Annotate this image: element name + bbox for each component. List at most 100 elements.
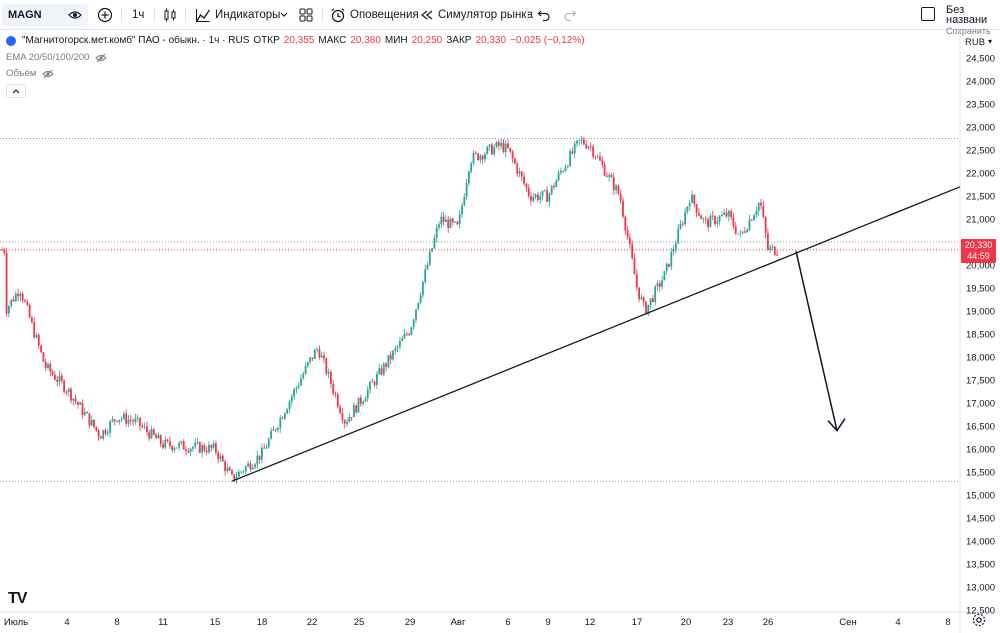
candle-body (270, 430, 272, 439)
symbol-search[interactable]: MAGN (2, 4, 88, 26)
candle-body (24, 300, 26, 302)
candle-body (320, 355, 323, 358)
candle-body (679, 223, 682, 229)
candle-body (417, 302, 420, 310)
time-axis-label: Авг (451, 617, 466, 628)
alerts-button[interactable]: Оповещения (330, 5, 419, 25)
candle-body (221, 455, 224, 462)
price-tick-label: 13,500 (966, 560, 995, 571)
high-label: МАКС (318, 35, 347, 46)
candle-body (304, 365, 307, 374)
volume-indicator-line[interactable]: Объём (6, 68, 54, 79)
candle-body (555, 180, 558, 188)
candle-body (472, 152, 475, 164)
currency-selector[interactable]: RUB (965, 37, 986, 48)
eye-icon[interactable] (68, 8, 82, 22)
candle-body (300, 378, 302, 386)
replay-button[interactable]: Симулятор рынка (420, 5, 533, 25)
candle-body (51, 371, 54, 375)
price-chart[interactable]: 24,500 24,000 23,500 23,000 22,500 22,000 21,5… (0, 31, 1000, 633)
candle-body (550, 185, 553, 194)
candle-body (589, 146, 592, 148)
candle-body (569, 151, 571, 167)
interval-button[interactable]: 1ч (132, 9, 145, 21)
candle-body (210, 444, 213, 448)
candles-icon[interactable] (162, 7, 178, 23)
candle-body (228, 467, 231, 471)
chevron-down-icon[interactable] (279, 11, 289, 19)
eye-off-icon[interactable] (95, 53, 108, 63)
candle-body (327, 371, 330, 374)
candle-body (136, 417, 139, 419)
candle-body (166, 439, 169, 441)
candle-body (376, 374, 378, 385)
gear-icon[interactable] (971, 612, 987, 628)
candle-body (267, 438, 270, 448)
candle-body (447, 219, 450, 229)
candle-body (341, 412, 344, 421)
candle-body (56, 379, 59, 382)
candle-body (725, 212, 728, 217)
collapse-legend-button[interactable] (6, 84, 26, 98)
layout-checkbox[interactable] (921, 7, 935, 21)
price-tick-label: 17,000 (966, 399, 995, 410)
candle-body (389, 355, 392, 360)
eye-off-icon[interactable] (42, 69, 54, 79)
candle-body (675, 243, 677, 250)
undo-icon[interactable] (537, 8, 551, 22)
candle-body (129, 419, 132, 421)
indicators-button[interactable]: Индикаторы (195, 5, 280, 25)
candle-body (281, 417, 284, 419)
candle-body (318, 349, 321, 358)
candle-body (741, 231, 744, 233)
candle-body (617, 185, 620, 194)
candle-body (438, 224, 440, 228)
price-tick-label: 23,000 (966, 123, 995, 134)
candle-body (323, 355, 325, 359)
candle-body (530, 195, 532, 201)
candle-body (622, 200, 624, 217)
candle-body (102, 430, 105, 439)
candle-body (668, 263, 670, 267)
price-tick-label: 14,500 (966, 514, 995, 525)
price-tick-label: 17,500 (966, 376, 995, 387)
candle-body (548, 193, 551, 202)
candle-body (658, 283, 661, 287)
high-value: 20,380 (350, 35, 381, 46)
candle-body (560, 171, 562, 173)
chart-pane[interactable]: 24,500 24,000 23,500 23,000 22,500 22,000 21,5… (0, 31, 1000, 633)
candle-body (681, 223, 684, 225)
ema-indicator-line[interactable]: EMA 20/50/100/200 (6, 52, 108, 63)
candle-body (626, 230, 629, 238)
legend-title[interactable]: "Магнитогорск.мет.комб" ПАО - обыкн. · 1… (22, 35, 250, 46)
candle-body (516, 163, 519, 174)
candle-body (5, 252, 8, 314)
close-label: ЗАКР (446, 35, 472, 46)
candle-body (454, 221, 456, 223)
candle-body (767, 233, 769, 250)
candle-body (302, 373, 305, 379)
candle-body (730, 211, 732, 218)
candle-body (277, 427, 279, 431)
rewind-icon (421, 10, 433, 20)
price-tick-label: 15,000 (966, 491, 995, 502)
layout-name[interactable]: Без названи Сохранить (946, 5, 1000, 37)
candle-body (8, 306, 10, 314)
candle-body (562, 171, 565, 172)
candle-body (295, 387, 298, 390)
chevron-down-icon[interactable]: ▾ (988, 37, 993, 46)
tradingview-logo[interactable]: TV (8, 590, 27, 607)
redo-icon[interactable] (563, 8, 577, 22)
candle-body (606, 175, 608, 177)
projection-arrow (795, 251, 838, 431)
candle-body (497, 141, 500, 146)
add-symbol-icon[interactable] (97, 7, 113, 23)
candle-body (311, 357, 314, 359)
layouts-grid-icon[interactable] (298, 7, 314, 23)
candle-body (757, 202, 760, 211)
candle-body (336, 394, 339, 407)
chevron-up-icon (12, 89, 20, 94)
candle-body (615, 185, 617, 191)
candle-body (371, 381, 374, 383)
candle-body (608, 174, 611, 177)
